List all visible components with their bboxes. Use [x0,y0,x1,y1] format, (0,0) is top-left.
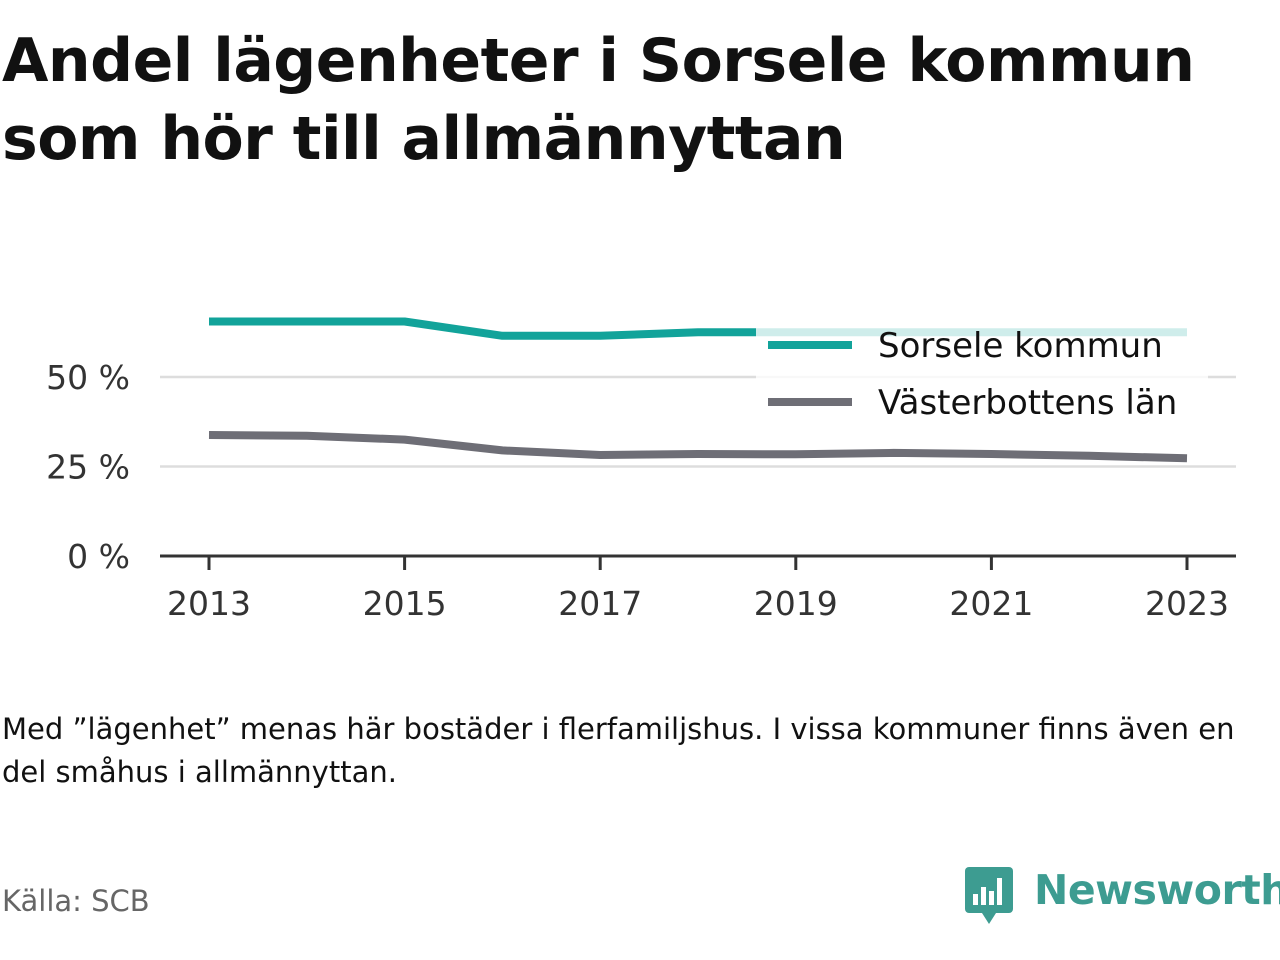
x-tick-label: 2017 [558,584,642,623]
series-line-vasterbottens-lan [209,435,1187,458]
x-tick-label: 2023 [1145,584,1229,623]
x-tick-label: 2019 [754,584,838,623]
line-chart: 0 % 25 % 50 % 2013 2015 2017 2019 2021 2023 Sor… [0,0,1280,700]
y-tick-label: 0 % [67,537,130,576]
brand-name: Newsworthy [1034,866,1280,914]
legend-label: Västerbottens län [878,383,1177,423]
source-label: Källa: SCB [2,884,150,918]
newsworthy-logo-icon [962,864,1016,928]
chart-note: Med ”lägenhet” menas här bostäder i fler… [2,708,1262,794]
legend: Sorsele kommun Västerbottens län [756,322,1208,432]
x-tick-label: 2021 [949,584,1033,623]
x-axis-tick-labels: 2013 2015 2017 2019 2021 2023 [167,584,1229,623]
y-axis-tick-labels: 0 % 25 % 50 % [46,358,130,576]
y-tick-label: 50 % [46,358,130,397]
legend-label: Sorsele kommun [878,326,1163,366]
x-tick-label: 2015 [363,584,447,623]
x-tick-label: 2013 [167,584,251,623]
y-tick-label: 25 % [46,448,130,487]
x-axis [160,556,1236,570]
